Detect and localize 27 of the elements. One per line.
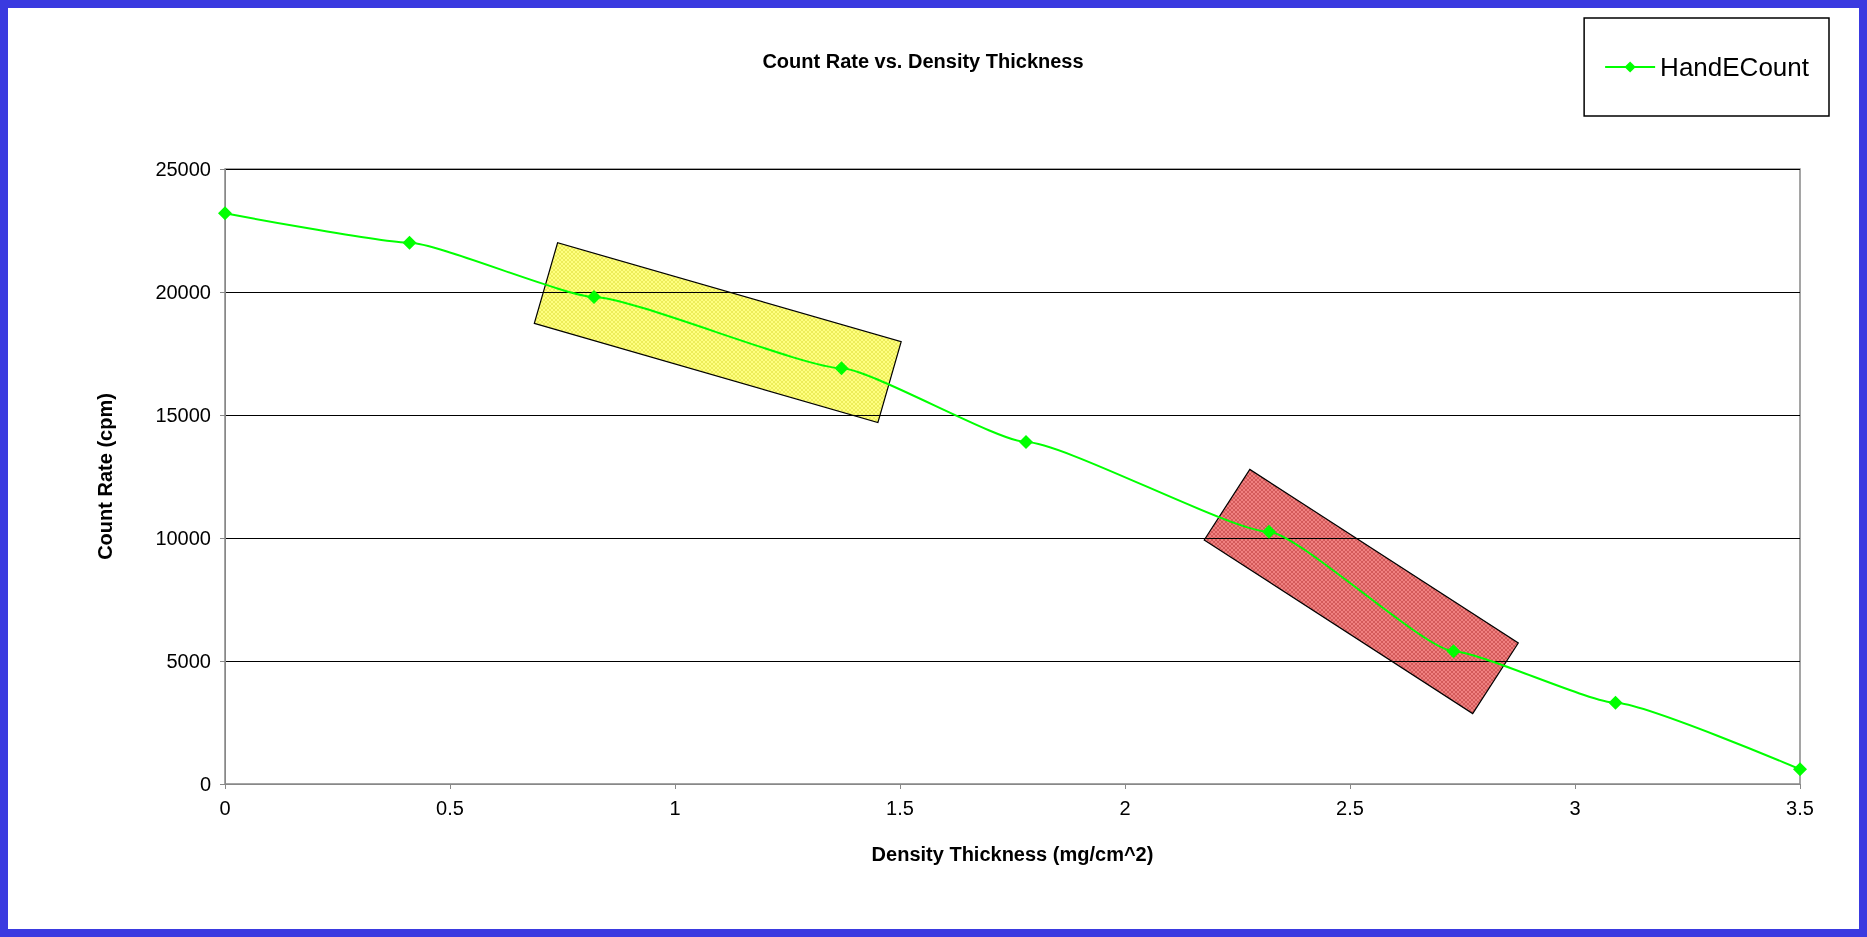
y-tick-label: 20000 [155,281,211,303]
x-tick-label: 2 [1119,797,1131,819]
chart-title: Count Rate vs. Density Thickness [762,50,1084,72]
legend-label: HandECount [1660,52,1810,82]
point [1019,435,1033,450]
y-tick-label: 5000 [166,650,211,672]
point [1446,644,1461,659]
x-tick-label: 2.5 [1336,797,1364,819]
x-tick-label: 1 [669,797,681,819]
point [587,289,601,304]
x-tick-label: 1.5 [886,797,914,819]
x-tick-label: 3.5 [1786,797,1814,819]
point [834,361,849,376]
x-axis-title: Density Thickness (mg/cm^2) [871,843,1154,865]
point [1608,695,1623,710]
point [218,206,232,221]
point [1793,762,1807,777]
x-tick-label: 3 [1569,797,1581,819]
y-tick-label: 15000 [155,404,211,426]
y-tick-label: 0 [199,773,211,795]
point [402,235,417,250]
x-tick-label: 0 [219,797,231,819]
x-tick-label: 0.5 [436,797,464,819]
y-tick-label: 25000 [155,158,211,180]
y-tick-label: 10000 [155,527,211,549]
y-axis-title: Count Rate (cpm) [94,393,116,560]
point [1262,524,1276,539]
